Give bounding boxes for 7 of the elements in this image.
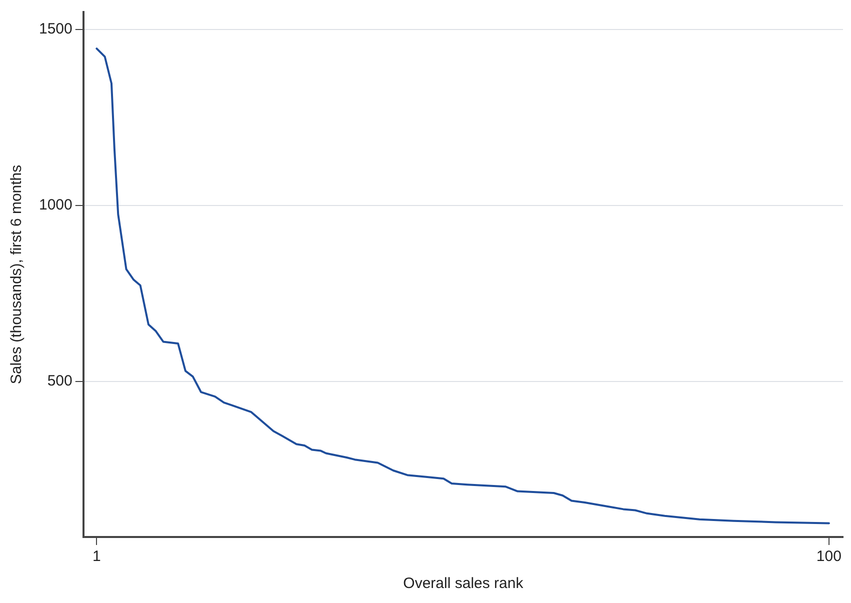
y-tick-label: 1000	[38, 196, 72, 214]
y-axis-title: Sales (thousands), first 6 months	[8, 164, 26, 384]
x-axis-title: Overall sales rank	[403, 575, 524, 592]
y-tick-label: 1500	[38, 20, 72, 38]
x-tick-label: 100	[816, 548, 842, 566]
y-tick-label: 500	[47, 372, 72, 390]
x-tick-label: 1	[92, 548, 101, 566]
